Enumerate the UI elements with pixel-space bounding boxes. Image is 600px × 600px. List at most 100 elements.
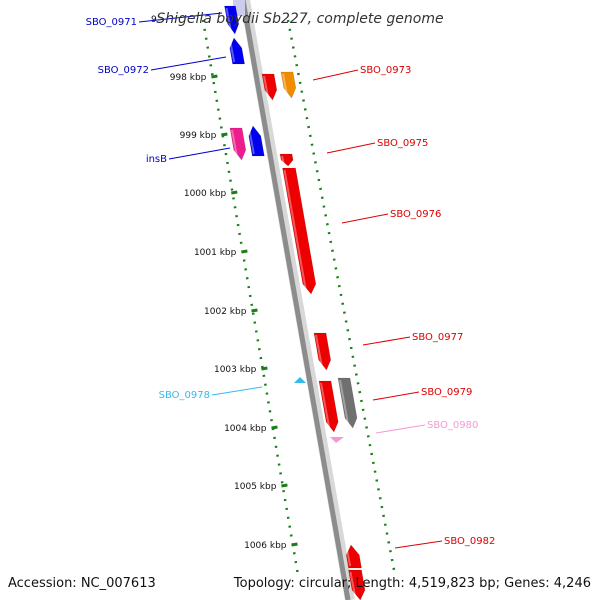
gene-label-sbo-0978[interactable]: SBO_0978: [159, 386, 263, 401]
ruler-tick: [221, 132, 228, 137]
ruler-tick: [231, 190, 238, 195]
gene-label-text: SBO_0971: [86, 17, 137, 28]
gene-label-leader: [375, 424, 426, 434]
gene-label-text: SBO_0978: [159, 390, 210, 401]
gene-sbo-0973-red[interactable]: [261, 73, 278, 101]
small-marker-icon: 9: [151, 15, 157, 25]
gene-sbo-0972[interactable]: [229, 37, 245, 65]
gene-insb-partner-highlight: [231, 129, 239, 159]
gene-label-leader: [394, 540, 443, 549]
gene-label-text: SBO_0976: [390, 209, 441, 220]
ruler-tick-label: 1005 kbp: [234, 482, 277, 492]
genome-backbone: [240, 0, 355, 600]
gene-label-text: SBO_0980: [427, 420, 478, 431]
ruler-tick: [211, 74, 218, 79]
gene-sbo-0982-b-shape: [348, 569, 366, 600]
gene-sbo-0977-shape: [313, 332, 332, 371]
gene-label-leader: [138, 12, 223, 23]
gene-label-leader: [168, 147, 231, 160]
gene-label-sbo-0975[interactable]: SBO_0975: [326, 138, 428, 154]
gene-sbo-0973-shape: [280, 71, 297, 99]
gene-label-text: SBO_0982: [444, 536, 495, 547]
gene-sbo-0973[interactable]: [280, 71, 297, 99]
gene-sbo-0973-highlight: [282, 73, 289, 97]
gene-sbo-0979-red[interactable]: [318, 380, 339, 433]
gene-label-leader: [211, 386, 263, 396]
ruler-tick: [291, 542, 298, 547]
accession-text: Accession: NC_007613: [8, 576, 156, 591]
ruler-dotted-line: [201, 19, 300, 576]
gene-label-text: SBO_0975: [377, 138, 428, 149]
ruler-tick-label: 999 kbp: [180, 131, 217, 141]
gene-sbo-0976-highlight: [283, 169, 308, 293]
backbone-line: [240, 0, 351, 600]
ruler-tick: [261, 366, 268, 371]
gene-label-leader: [312, 69, 359, 81]
gene-sbo-0982-b[interactable]: [348, 569, 366, 600]
ruler-tick: [271, 425, 278, 430]
gene-sbo-0971[interactable]: [224, 5, 240, 35]
map-title: Shigella boydii Sb227, complete genome: [156, 11, 443, 27]
gene-label-leader: [362, 336, 411, 346]
gene-label-text: SBO_0972: [98, 65, 149, 76]
gene-label-sbo-0977[interactable]: SBO_0977: [362, 332, 463, 346]
ruler: 998 kbp 999 kbp 1000 kbp 1001 kbp 1002 kbp 10…: [170, 19, 397, 576]
ruler-tick-label: 1004 kbp: [224, 424, 267, 434]
gene-sbo-0977[interactable]: [313, 332, 332, 371]
gene-label-leader: [150, 56, 227, 71]
ruler-tick-label: 998 kbp: [170, 73, 207, 83]
gene-label-sbo-0971[interactable]: SBO_0971: [86, 12, 223, 28]
gene-sbo-0979-red-shape: [318, 380, 339, 433]
gene-sbo-0976[interactable]: [282, 167, 317, 295]
ruler-tick: [281, 483, 288, 488]
ruler-tick-label: 1006 kbp: [244, 541, 287, 551]
gene-label-insb[interactable]: insB: [146, 147, 231, 165]
gene-insb-shape: [248, 125, 265, 157]
gene-features: [224, 0, 366, 600]
gene-label-sbo-0982[interactable]: SBO_0982: [394, 536, 495, 549]
ruler-tick: [251, 308, 258, 313]
ruler-tick: [241, 249, 248, 254]
topology-text: Topology: circular; Length: 4,519,823 bp…: [233, 576, 591, 591]
gene-sbo-0979-highlight: [339, 379, 350, 427]
gene-insb-highlight: [248, 127, 255, 155]
gene-sbo-0980[interactable]: [330, 437, 344, 443]
gene-label-sbo-0972[interactable]: SBO_0972: [98, 56, 227, 76]
gene-sbo-0975[interactable]: [279, 153, 294, 167]
gene-label-sbo-0973[interactable]: SBO_0973: [312, 65, 411, 81]
gene-sbo-0975-highlight: [281, 155, 285, 165]
gene-sbo-0982-highlight: [345, 546, 352, 567]
gene-sbo-0978[interactable]: [294, 377, 306, 383]
gene-sbo-0982-b-highlight: [349, 571, 357, 599]
gene-insb-partner-shape: [229, 127, 247, 161]
gene-sbo-0979[interactable]: [337, 377, 358, 429]
gene-label-sbo-0980[interactable]: SBO_0980: [375, 420, 478, 434]
gene-label-sbo-0976[interactable]: SBO_0976: [341, 209, 441, 224]
gene-label-text: SBO_0979: [421, 387, 472, 398]
gene-sbo-0972-highlight: [229, 39, 236, 63]
gene-sbo-0971-shape: [224, 5, 240, 35]
gene-sbo-0977-highlight: [315, 334, 324, 369]
ruler-tick-label: 1001 kbp: [194, 248, 237, 258]
gene-sbo-0971-highlight: [225, 7, 233, 33]
gene-insb-partner[interactable]: [229, 127, 247, 161]
ruler-tick-label: 1000 kbp: [184, 189, 227, 199]
gene-label-leader: [372, 391, 420, 401]
gene-sbo-0979-shape: [337, 377, 358, 429]
gene-sbo-0982-shape: [345, 544, 362, 569]
gene-label-text: insB: [146, 154, 167, 165]
gene-sbo-0975-shape: [279, 153, 294, 167]
gene-sbo-0972-shape: [229, 37, 245, 65]
gene-sbo-0982[interactable]: [345, 544, 362, 569]
gene-sbo-0976-shape: [282, 167, 317, 295]
ruler-tick-label: 1002 kbp: [204, 307, 247, 317]
gene-label-text: SBO_0977: [412, 332, 463, 343]
gene-label-sbo-0979[interactable]: SBO_0979: [372, 387, 472, 401]
gene-label-leader: [341, 213, 389, 224]
gene-insb[interactable]: [248, 125, 265, 157]
gene-sbo-0973-red-shape: [261, 73, 278, 101]
gene-label-leader: [326, 142, 376, 154]
gene-label-text: SBO_0973: [360, 65, 411, 76]
